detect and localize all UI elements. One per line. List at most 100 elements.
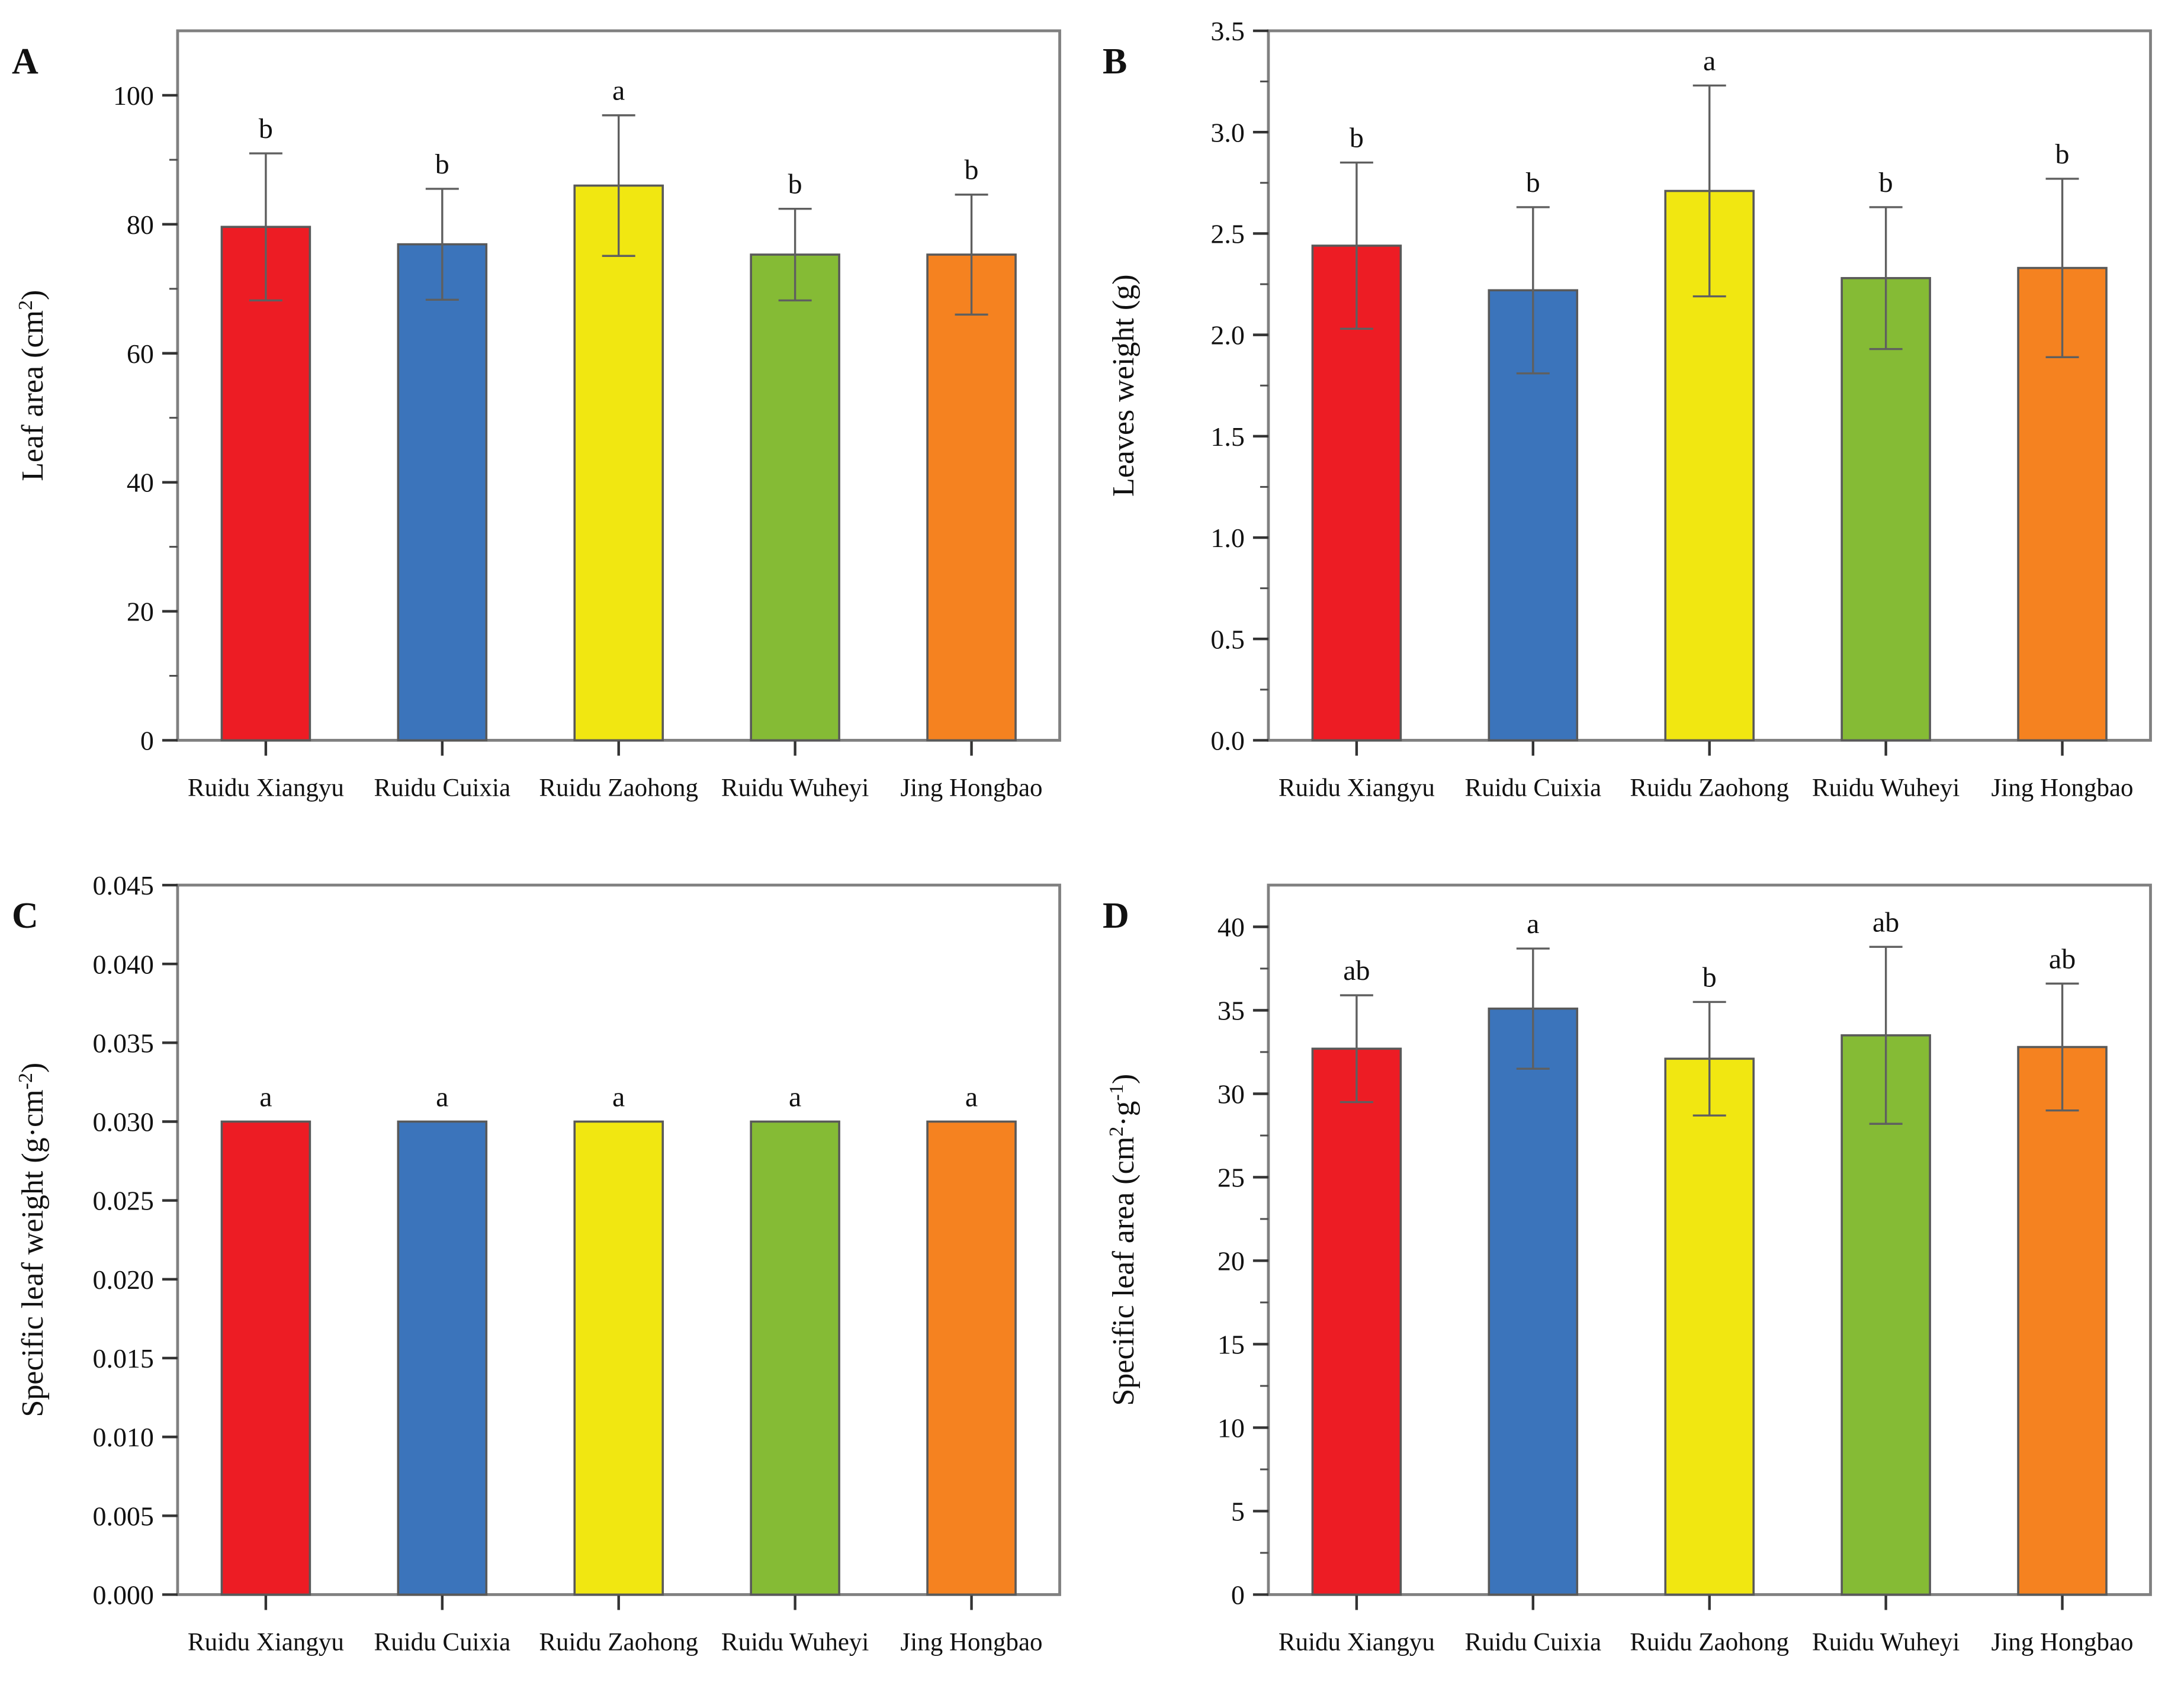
y-axis-tick-label: 100 (113, 81, 154, 111)
y-axis-title-text: Leaves weight (g) (1106, 274, 1140, 497)
y-axis-tick-label: 0.025 (92, 1185, 153, 1215)
y-axis-tick-label: 0 (1231, 1580, 1244, 1610)
y-axis-tick-label: 2.0 (1210, 320, 1244, 350)
bar (1663, 1057, 1755, 1596)
y-axis-tick-label: 30 (1217, 1079, 1244, 1109)
bar (573, 184, 664, 742)
y-axis-tick-label: 0.000 (92, 1580, 153, 1610)
bar (1311, 1047, 1402, 1596)
x-axis-category-label: Ruidu Cuixia (1464, 774, 1601, 802)
x-axis-category-label: Ruidu Zaohong (539, 1628, 698, 1656)
y-axis-tick-label: 40 (127, 468, 154, 498)
bar (2016, 1046, 2108, 1596)
bar (220, 226, 311, 742)
y-axis-tick-label: 0.030 (92, 1106, 153, 1137)
y-axis-tick-label: 35 (1217, 995, 1244, 1025)
x-axis-category-label: Ruidu Cuixia (374, 774, 510, 802)
y-axis-tick-label: 0.040 (92, 949, 153, 979)
significance-letter: b (1525, 167, 1540, 198)
y-axis-title-text: Specific leaf weight (g·cm-2) (15, 1062, 50, 1417)
x-axis-category-label: Ruidu Cuixia (374, 1628, 510, 1656)
x-axis-category-label: Jing Hongbao (1991, 774, 2133, 802)
y-axis-title: Specific leaf weight (g·cm-2) (15, 1062, 50, 1417)
bar (1488, 1007, 1578, 1596)
significance-letter: b (1349, 123, 1363, 154)
significance-letter: b (2055, 139, 2069, 170)
significance-letter: a (1527, 908, 1539, 940)
significance-letter: a (965, 1081, 978, 1112)
significance-letter: a (259, 1081, 272, 1112)
x-axis-category-label: Ruidu Wuheyi (1811, 774, 1959, 802)
significance-letter: a (612, 75, 625, 107)
panel-background (0, 854, 1091, 1708)
y-axis-tick-label: 0.5 (1210, 624, 1244, 654)
x-axis-category-label: Ruidu Xiangyu (188, 1628, 344, 1656)
y-axis-tick-label: 80 (127, 210, 154, 240)
y-axis-tick-label: 0.035 (92, 1028, 153, 1058)
significance-letter: b (1878, 167, 1893, 198)
panel-letter: B (1102, 41, 1126, 82)
panel-B-chart: 0.0 0.5 1.0 1.5 2.0 2.5 3.0 3.5 Ruidu Xiangyu b Ru… (1090, 0, 2181, 854)
x-axis-category-label: Ruidu Xiangyu (188, 774, 344, 802)
y-axis-tick-label: 25 (1217, 1162, 1244, 1192)
significance-letter: b (259, 113, 273, 144)
significance-letter: a (612, 1081, 625, 1112)
significance-letter: a (436, 1081, 448, 1112)
y-axis-tick-label: 0 (140, 726, 154, 756)
y-axis-title-text: Specific leaf area (cm2·g-1) (1105, 1073, 1140, 1405)
y-axis-tick-label: 60 (127, 339, 154, 369)
significance-letter: b (965, 155, 979, 186)
y-axis-tick-label: 1.5 (1210, 422, 1244, 452)
y-axis-title: Leaves weight (g) (1106, 274, 1140, 497)
y-axis-tick-label: 0.020 (92, 1264, 153, 1294)
x-axis-category-label: Ruidu Xiangyu (1278, 774, 1434, 802)
y-axis-tick-label: 0.015 (92, 1343, 153, 1374)
y-axis-tick-label: 5 (1231, 1496, 1244, 1526)
y-axis-tick-label: 20 (127, 597, 154, 627)
x-axis-category-label: Ruidu Xiangyu (1278, 1628, 1434, 1656)
y-axis-tick-label: 20 (1217, 1246, 1244, 1276)
y-axis-title: Specific leaf area (cm2·g-1) (1105, 1073, 1140, 1405)
panel-letter: A (12, 41, 38, 82)
panel-background (1090, 854, 2181, 1708)
x-axis-category-label: Ruidu Zaohong (1630, 774, 1789, 802)
y-axis-tick-label: 3.5 (1210, 16, 1244, 46)
x-axis-category-label: Ruidu Wuheyi (721, 1628, 869, 1656)
significance-letter: a (1703, 45, 1716, 76)
x-axis-category-label: Ruidu Wuheyi (721, 774, 869, 802)
significance-letter: a (789, 1081, 801, 1112)
y-axis-tick-label: 0.045 (92, 870, 153, 900)
y-axis-tick-label: 0.0 (1210, 726, 1244, 756)
x-axis-category-label: Jing Hongbao (1991, 1628, 2133, 1656)
x-axis-category-label: Jing Hongbao (901, 774, 1043, 802)
panel-A: 0 20 40 60 80 100 Ruidu Xiangyu b Ruidu Cuixia b R… (0, 0, 1091, 854)
significance-letter: b (435, 149, 449, 180)
x-axis-category-label: Ruidu Cuixia (1464, 1628, 1601, 1656)
bar (220, 1120, 311, 1596)
x-axis-category-label: Ruidu Zaohong (1630, 1628, 1789, 1656)
y-axis-tick-label: 0.010 (92, 1422, 153, 1452)
panel-A-chart: 0 20 40 60 80 100 Ruidu Xiangyu b Ruidu Cuixia b R… (0, 0, 1091, 854)
significance-letter: ab (1343, 955, 1370, 986)
bar (1840, 1034, 1931, 1596)
bar (926, 253, 1017, 742)
significance-letter: b (1702, 961, 1716, 993)
y-axis-title: Leaf area (cm2) (15, 290, 50, 481)
y-axis-tick-label: 15 (1217, 1329, 1244, 1359)
significance-letter: b (788, 169, 802, 200)
panel-D: 0 5 10 15 20 25 30 35 40 Ruidu Xiangyu ab Ruidu Cui… (1090, 854, 2181, 1708)
panel-C-chart: 0.000 0.005 0.010 0.015 0.020 0.025 0.030 0.035… (0, 854, 1091, 1708)
y-axis-tick-label: 10 (1217, 1413, 1244, 1443)
panel-letter: C (12, 896, 38, 936)
bar (750, 1120, 840, 1596)
y-axis-tick-label: 2.5 (1210, 219, 1244, 249)
x-axis-category-label: Jing Hongbao (901, 1628, 1043, 1656)
x-axis-category-label: Ruidu Wuheyi (1811, 1628, 1959, 1656)
panel-letter: D (1102, 896, 1129, 936)
significance-letter: ab (1872, 906, 1899, 938)
y-axis-tick-label: 0.005 (92, 1501, 153, 1531)
x-axis-category-label: Ruidu Zaohong (539, 774, 698, 802)
y-axis-tick-label: 40 (1217, 912, 1244, 942)
